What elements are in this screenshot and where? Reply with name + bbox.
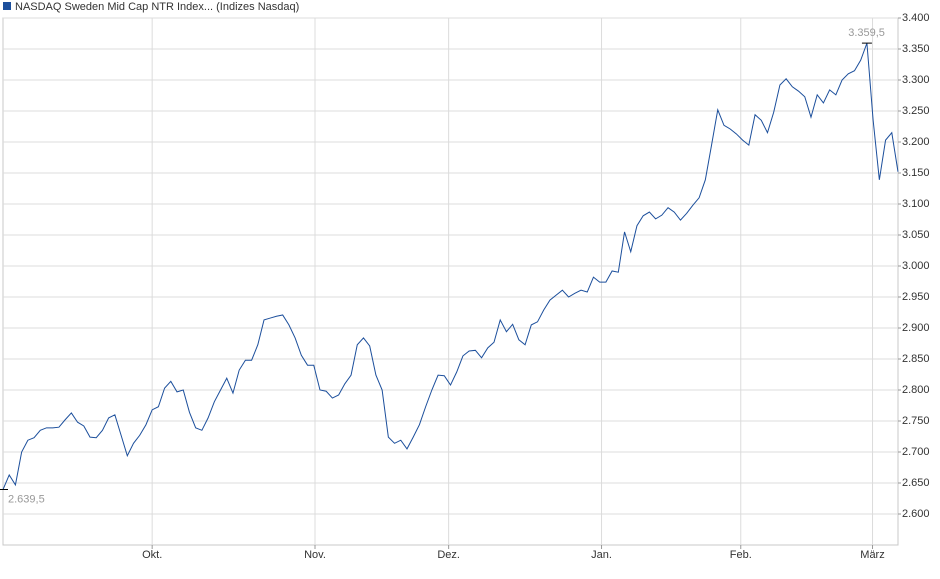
y-tick-label: 3.000 (902, 260, 930, 272)
y-tick-label: 2.850 (902, 353, 930, 365)
x-tick-label: Feb. (730, 549, 752, 561)
y-tick-label: 3.300 (902, 74, 930, 86)
y-tick-label: 2.800 (902, 384, 930, 396)
y-tick-label: 2.950 (902, 291, 930, 303)
y-tick-label: 3.100 (902, 198, 930, 210)
y-tick-label: 3.200 (902, 136, 930, 148)
y-tick-label: 3.050 (902, 229, 930, 241)
x-tick-label: Dez. (437, 549, 460, 561)
y-tick-label: 2.900 (902, 322, 930, 334)
x-tick-label: März (860, 549, 884, 561)
y-tick-label: 2.700 (902, 446, 930, 458)
y-tick-label: 2.750 (902, 415, 930, 427)
y-tick-label: 2.650 (902, 477, 930, 489)
y-tick-label: 2.600 (902, 508, 930, 520)
y-tick-label: 3.350 (902, 43, 930, 55)
y-tick-label: 3.250 (902, 105, 930, 117)
line-series (2, 42, 899, 490)
x-tick-label: Jan. (591, 549, 612, 561)
y-tick-label: 3.400 (902, 12, 930, 24)
y-tick-label: 3.150 (902, 167, 930, 179)
annotation: 2.639,5 (8, 493, 45, 505)
legend-label: NASDAQ Sweden Mid Cap NTR Index... (Indi… (15, 1, 299, 13)
x-tick-label: Nov. (304, 549, 326, 561)
plot-frame (2, 17, 899, 546)
legend-swatch (3, 2, 11, 10)
annotation: 3.359,5 (848, 27, 885, 39)
x-tick-label: Okt. (142, 549, 162, 561)
